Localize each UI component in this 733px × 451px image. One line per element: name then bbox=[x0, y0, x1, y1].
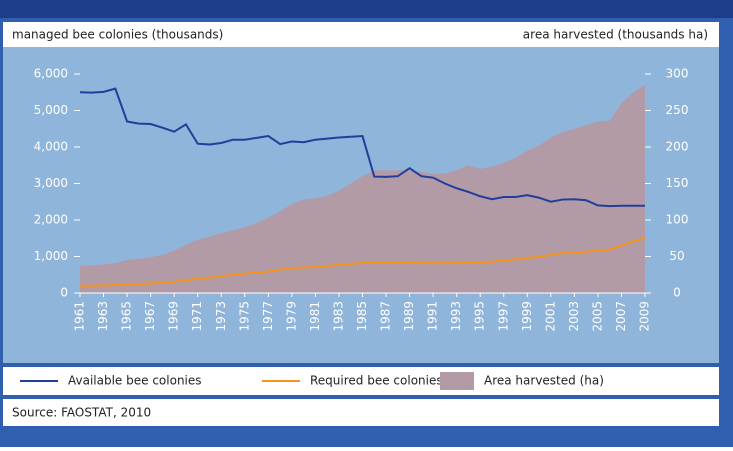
x-tick-label: 1995 bbox=[473, 301, 487, 332]
x-tick-label: 2003 bbox=[567, 301, 581, 332]
x-tick-label: 1975 bbox=[237, 301, 251, 332]
x-tick-label: 2005 bbox=[590, 301, 604, 332]
y2-tick-label: 250 bbox=[666, 103, 689, 117]
legend-label: Available bee colonies bbox=[68, 374, 202, 388]
y2-tick-label: 150 bbox=[666, 176, 689, 190]
line bbox=[79, 87, 645, 208]
y-tick-label: 6,000 bbox=[34, 67, 68, 81]
x-tick-label: 1965 bbox=[120, 301, 134, 332]
x-tick-label: 1971 bbox=[190, 301, 204, 332]
y2-tick-label: 300 bbox=[666, 67, 689, 81]
y2-tick-label: 0 bbox=[673, 286, 681, 300]
x-tick-label: 1983 bbox=[331, 301, 345, 332]
x-tick-label: 1981 bbox=[308, 301, 322, 332]
x-tick-label: 2007 bbox=[614, 301, 628, 332]
y2-tick-label: 200 bbox=[666, 140, 689, 154]
right-axis-label: area harvested (thousands ha) bbox=[523, 28, 708, 42]
x-tick-label: 1987 bbox=[379, 301, 393, 332]
y-tick-label: 1,000 bbox=[34, 249, 68, 263]
x-tick-label: 1985 bbox=[355, 301, 369, 332]
area bbox=[80, 84, 645, 293]
y-tick-label: 0 bbox=[60, 286, 68, 300]
x-tick-label: 1973 bbox=[214, 301, 228, 332]
x-tick-label: 2009 bbox=[638, 301, 652, 332]
y-tick-label: 5,000 bbox=[34, 103, 68, 117]
x-tick-label: 1977 bbox=[261, 301, 275, 332]
legend-row bbox=[3, 367, 719, 395]
line bbox=[80, 237, 646, 287]
x-tick-label: 2001 bbox=[543, 301, 557, 332]
legend-swatch bbox=[440, 372, 474, 390]
y2-tick-label: 50 bbox=[669, 249, 684, 263]
x-tick-label: 1989 bbox=[402, 301, 416, 332]
x-tick-label: 1963 bbox=[96, 301, 110, 332]
legend-label: Area harvested (ha) bbox=[484, 374, 604, 388]
x-tick-label: 1969 bbox=[167, 301, 181, 332]
left-axis-label: managed bee colonies (thousands) bbox=[12, 28, 223, 42]
x-tick-label: 1961 bbox=[73, 301, 87, 332]
axis-label-row bbox=[3, 22, 719, 47]
source-row bbox=[3, 399, 719, 426]
x-tick-label: 1991 bbox=[426, 301, 440, 332]
x-tick-label: 1999 bbox=[520, 301, 534, 332]
title-bar bbox=[0, 0, 733, 18]
x-tick-label: 1993 bbox=[449, 301, 463, 332]
legend-label: Required bee colonies bbox=[310, 374, 443, 388]
x-tick-label: 1979 bbox=[284, 301, 298, 332]
y-tick-label: 3,000 bbox=[34, 176, 68, 190]
y2-tick-label: 100 bbox=[666, 213, 689, 227]
y-tick-label: 2,000 bbox=[34, 213, 68, 227]
x-tick-label: 1997 bbox=[496, 301, 510, 332]
y-tick-label: 4,000 bbox=[34, 140, 68, 154]
source: Source: FAOSTAT, 2010 bbox=[12, 406, 151, 420]
x-tick-label: 1967 bbox=[143, 301, 157, 332]
